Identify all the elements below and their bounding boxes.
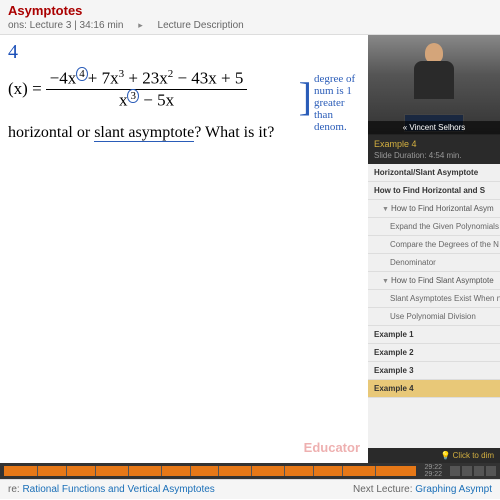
player-bar: 29:22 29:22 (0, 463, 500, 479)
question-text: horizontal or slant asymptote? What is i… (8, 124, 360, 142)
underlined-text: slant asymptote (94, 124, 194, 142)
outline-item[interactable]: ▼How to Find Slant Asymptote (368, 272, 500, 290)
time-display: 29:22 29:22 (420, 464, 446, 478)
outline-item[interactable]: ▼How to Find Horizontal Asym (368, 200, 500, 218)
lecture-info: ons: Lecture 3 | 34:16 min (8, 20, 123, 31)
presenter-figure (409, 43, 459, 103)
circled-degree: 3 (127, 89, 139, 103)
outline-list: Horizontal/Slant AsymptoteHow to Find Ho… (368, 164, 500, 448)
video-thumbnail[interactable]: « Vincent Selhors (368, 35, 500, 135)
slide-content: 4 (x) = −4x4+ 7x3 + 23x2 − 43x + 5 x3 − … (0, 35, 368, 463)
click-to-dim[interactable]: 💡 Click to dim (368, 448, 500, 463)
prev-lecture[interactable]: re: Rational Functions and Vertical Asym… (8, 484, 215, 495)
player-controls (446, 466, 500, 476)
handwritten-annotation: degree of num is 1 greater than denom. (314, 73, 366, 133)
slide-title: Example 4 (374, 139, 494, 149)
outline-item[interactable]: Slant Asymptotes Exist When n (368, 290, 500, 308)
outline-item[interactable]: Compare the Degrees of the N (368, 236, 500, 254)
outline-item[interactable]: Denominator (368, 254, 500, 272)
numerator: −4x4+ 7x3 + 23x2 − 43x + 5 (46, 68, 248, 90)
lecture-desc-link[interactable]: Lecture Description (158, 20, 244, 31)
circled-degree: 4 (76, 67, 88, 81)
presenter-name: « Vincent Selhors (368, 121, 500, 134)
slide-duration: Slide Duration: 4:54 min. (374, 151, 494, 160)
outline-item[interactable]: Example 1 (368, 326, 500, 344)
play-button[interactable] (462, 466, 472, 476)
header: Asymptotes ons: Lecture 3 | 34:16 min ▸ … (0, 0, 500, 35)
example-number: 4 (8, 41, 360, 64)
page-title: Asymptotes (8, 3, 492, 18)
lecture-subtitle: ons: Lecture 3 | 34:16 min ▸ Lecture Des… (8, 18, 492, 31)
denominator: x3 − 5x (46, 90, 248, 111)
bracket-annotation: ] (299, 73, 312, 120)
outline-item[interactable]: Expand the Given Polynomials (368, 218, 500, 236)
outline-item[interactable]: Example 2 (368, 344, 500, 362)
outline-item[interactable]: Use Polynomial Division (368, 308, 500, 326)
outline-item[interactable]: Example 3 (368, 362, 500, 380)
fx-label: (x) = (8, 79, 42, 99)
prev-button[interactable] (450, 466, 460, 476)
next-lecture[interactable]: Next Lecture: Graphing Asympt (353, 484, 492, 495)
progress-bar[interactable] (4, 466, 416, 476)
outline-item[interactable]: Example 4 (368, 380, 500, 398)
outline-item[interactable]: How to Find Horizontal and S (368, 182, 500, 200)
main-area: 4 (x) = −4x4+ 7x3 + 23x2 − 43x + 5 x3 − … (0, 35, 500, 463)
slide-info: Example 4 Slide Duration: 4:54 min. (368, 135, 500, 164)
watermark: Educator (304, 440, 360, 455)
next-button[interactable] (474, 466, 484, 476)
volume-button[interactable] (486, 466, 496, 476)
outline-item[interactable]: Horizontal/Slant Asymptote (368, 164, 500, 182)
fraction: −4x4+ 7x3 + 23x2 − 43x + 5 x3 − 5x (46, 68, 248, 110)
footer: re: Rational Functions and Vertical Asym… (0, 479, 500, 499)
sidebar: « Vincent Selhors Example 4 Slide Durati… (368, 35, 500, 463)
arrow-icon: ▸ (138, 20, 143, 30)
